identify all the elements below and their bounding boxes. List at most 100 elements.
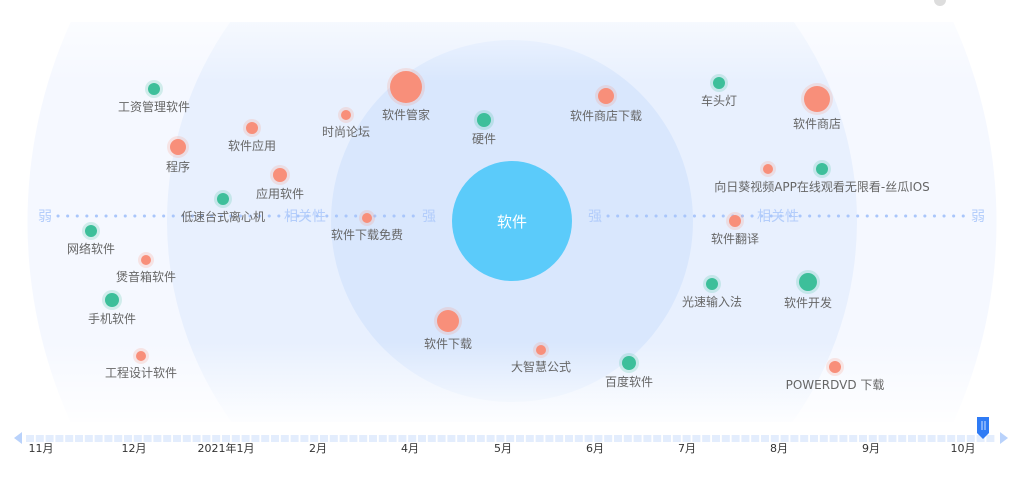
timeline-segment[interactable] (604, 435, 613, 442)
data-point[interactable]: 大智慧公式 (511, 342, 571, 374)
point-dot[interactable] (829, 361, 841, 373)
timeline-segment[interactable] (917, 435, 926, 442)
timeline-segment[interactable] (427, 435, 436, 442)
timeline-segment[interactable] (153, 435, 162, 442)
timeline-segment[interactable] (476, 435, 485, 442)
point-dot[interactable] (804, 86, 830, 112)
timeline-segment[interactable] (486, 435, 495, 442)
data-point[interactable]: 软件翻译 (711, 212, 759, 246)
timeline-segment[interactable] (545, 435, 554, 442)
timeline-segment[interactable] (643, 435, 652, 442)
timeline-segment[interactable] (437, 435, 446, 442)
timeline-segment[interactable] (75, 435, 83, 442)
timeline-segment[interactable] (525, 435, 534, 442)
timeline-segment[interactable] (653, 435, 662, 442)
center-bubble[interactable] (452, 161, 572, 281)
timeline-segment[interactable] (927, 435, 936, 442)
timeline-segment[interactable] (418, 435, 426, 442)
data-point[interactable]: 工资管理软件 (118, 80, 190, 114)
timeline-segment[interactable] (378, 435, 387, 442)
timeline-segment[interactable] (868, 435, 877, 442)
point-dot[interactable] (217, 193, 229, 205)
timeline-segment[interactable] (496, 435, 505, 442)
data-point[interactable]: 软件商店下载 (570, 85, 642, 123)
timeline-segment[interactable] (202, 435, 211, 442)
timeline-segment[interactable] (212, 435, 221, 442)
timeline-segment[interactable] (133, 435, 142, 442)
timeline-segment[interactable] (163, 435, 172, 442)
timeline-segment[interactable] (731, 435, 740, 442)
timeline-label[interactable]: 8月 (770, 442, 788, 455)
data-point[interactable]: 工程设计软件 (105, 348, 177, 380)
timeline-segment[interactable] (182, 435, 191, 442)
timeline[interactable]: 11月 12月 2021年1月 2月 4月 5月 6月 7月 8月 9月 10月 (14, 417, 1008, 455)
timeline-segment[interactable] (584, 435, 593, 442)
timeline-segment[interactable] (310, 435, 319, 442)
data-point[interactable]: 软件开发 (784, 270, 832, 310)
timeline-segment[interactable] (65, 435, 74, 442)
point-dot[interactable] (136, 351, 146, 361)
point-dot[interactable] (729, 215, 741, 227)
timeline-segment[interactable] (143, 435, 152, 442)
data-point[interactable]: 软件管家 (382, 68, 430, 122)
timeline-segment[interactable] (574, 435, 583, 442)
timeline-segment[interactable] (682, 435, 691, 442)
data-point[interactable]: 时尚论坛 (322, 107, 370, 139)
prev-arrow-icon[interactable] (14, 432, 22, 444)
data-point[interactable]: 软件下载 (424, 307, 472, 351)
timeline-segment[interactable] (457, 435, 466, 442)
timeline-segment[interactable] (114, 435, 123, 442)
timeline-segment[interactable] (290, 435, 299, 442)
timeline-segment[interactable] (908, 435, 916, 442)
point-dot[interactable] (341, 110, 351, 120)
timeline-label[interactable]: 4月 (401, 442, 419, 455)
point-dot[interactable] (477, 113, 491, 127)
timeline-segment[interactable] (976, 435, 985, 442)
timeline-segment[interactable] (594, 435, 603, 442)
timeline-segment[interactable] (878, 435, 887, 442)
point-dot[interactable] (273, 168, 287, 182)
timeline-segment[interactable] (888, 435, 897, 442)
data-point[interactable]: 软件下载免费 (331, 210, 403, 242)
timeline-segment[interactable] (721, 435, 730, 442)
timeline-segment[interactable] (829, 435, 838, 442)
data-point[interactable]: 软件应用 (228, 119, 276, 153)
timeline-segment[interactable] (408, 435, 417, 442)
data-point[interactable]: 煲音箱软件 (116, 252, 176, 284)
data-point[interactable]: 应用软件 (256, 165, 304, 201)
timeline-segment[interactable] (790, 435, 799, 442)
timeline-segment[interactable] (937, 435, 946, 442)
timeline-segment[interactable] (222, 435, 230, 442)
timeline-segment[interactable] (467, 435, 475, 442)
timeline-label[interactable]: 2月 (309, 442, 327, 455)
timeline-segment[interactable] (986, 435, 995, 442)
timeline-segment[interactable] (271, 435, 279, 442)
timeline-label[interactable]: 11月 (29, 442, 54, 455)
timeline-segment[interactable] (300, 435, 309, 442)
timeline-segment[interactable] (349, 435, 358, 442)
timeline-label[interactable]: 12月 (122, 442, 147, 455)
timeline-segment[interactable] (104, 435, 113, 442)
point-dot[interactable] (713, 77, 725, 89)
point-dot[interactable] (799, 273, 817, 291)
timeline-handle[interactable] (977, 417, 989, 439)
point-dot[interactable] (105, 293, 119, 307)
timeline-segment[interactable] (692, 435, 701, 442)
timeline-segment[interactable] (957, 435, 965, 442)
timeline-segment[interactable] (192, 435, 201, 442)
timeline-segment[interactable] (565, 435, 573, 442)
point-dot[interactable] (437, 310, 459, 332)
timeline-segment[interactable] (800, 435, 809, 442)
timeline-segment[interactable] (859, 435, 867, 442)
data-point[interactable]: 软件商店 (793, 83, 841, 131)
timeline-segment[interactable] (241, 435, 250, 442)
data-point[interactable]: 车头灯 (701, 74, 737, 108)
timeline-segment[interactable] (633, 435, 642, 442)
timeline-segment[interactable] (447, 435, 456, 442)
point-dot[interactable] (763, 164, 773, 174)
data-point[interactable]: POWERDVD 下载 (786, 358, 885, 392)
point-dot[interactable] (362, 213, 372, 223)
point-dot[interactable] (148, 83, 160, 95)
timeline-segment[interactable] (55, 435, 64, 442)
timeline-segment[interactable] (280, 435, 289, 442)
